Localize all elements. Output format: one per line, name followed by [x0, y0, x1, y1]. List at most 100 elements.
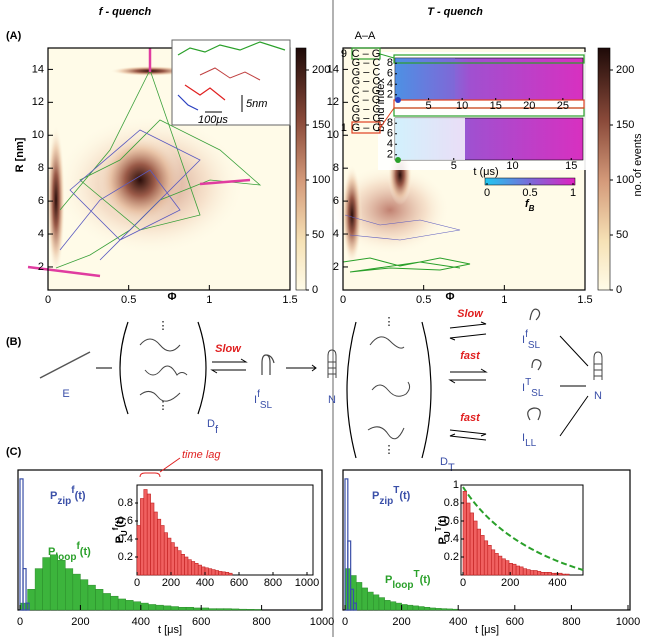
histogram-bar — [558, 572, 563, 576]
density-region — [342, 165, 362, 265]
label-sup: T — [525, 377, 531, 388]
histogram-bar — [476, 528, 482, 576]
histogram-bar — [150, 502, 155, 576]
x-tick-label: 400 — [548, 577, 566, 589]
extended-chain — [39, 351, 91, 379]
histogram-bar — [177, 550, 182, 576]
histogram-bar — [373, 594, 380, 611]
histogram-bar — [401, 604, 408, 611]
histogram-bar — [214, 570, 219, 576]
y-tick-label: 0.4 — [118, 533, 133, 545]
histogram-bar — [133, 601, 142, 611]
histogram-bar — [180, 553, 185, 576]
y-tick-label: 4 — [333, 228, 339, 240]
axis-label: bond index — [375, 78, 387, 132]
histogram-bar — [519, 566, 524, 576]
histogram-bar — [140, 602, 149, 611]
state-label: N — [328, 394, 336, 406]
label-main: P — [50, 490, 57, 502]
y-tick-label: 8 — [333, 162, 339, 174]
base-pair: G – C — [352, 76, 381, 88]
histogram-bar — [423, 606, 431, 611]
bracket — [346, 321, 432, 459]
histogram-bar — [153, 511, 158, 576]
arrow — [559, 335, 589, 437]
state-label: DT — [440, 456, 455, 474]
label-sub: f — [215, 424, 219, 436]
histogram-bar — [487, 544, 492, 576]
label-main: P — [114, 536, 126, 543]
x-tick-label: 0 — [17, 616, 23, 628]
y-tick-label: 12 — [32, 96, 44, 108]
histogram-bar — [211, 569, 216, 576]
y-tick-label: 0.8 — [118, 497, 133, 509]
histogram-bar — [498, 555, 503, 576]
x-tick-label: 200 — [501, 577, 519, 589]
histogram-bar — [361, 587, 368, 611]
histogram-bar — [544, 571, 549, 576]
histogram-bar — [395, 602, 402, 611]
hairpin-icon — [527, 308, 542, 421]
histogram-bar — [505, 560, 510, 576]
colorbar — [597, 47, 611, 291]
histogram-bar — [378, 597, 385, 611]
y-tick-label: 0 — [312, 284, 318, 296]
histogram-bar — [208, 608, 217, 611]
plot-frame — [47, 47, 291, 291]
histogram-bar — [440, 608, 448, 611]
histogram-bar — [163, 605, 172, 611]
histogram-bar — [208, 568, 213, 576]
y-tick-label: 150 — [312, 119, 330, 131]
label-sup: f — [111, 527, 120, 530]
histogram-bar — [197, 564, 202, 576]
histogram-bar — [102, 593, 111, 611]
hairpin-icon — [593, 351, 603, 380]
histogram-bar — [466, 502, 471, 576]
histogram-bar — [155, 604, 164, 611]
histogram-bar — [185, 606, 194, 611]
y-tick-label: 100 — [312, 174, 330, 186]
x-tick-label: 0 — [340, 294, 346, 306]
x-tick-label: 20 — [523, 100, 535, 112]
y-tick-label: 8 — [38, 162, 44, 174]
hairpin: A–A 9 1 — [341, 30, 395, 134]
histogram-bar — [221, 571, 226, 576]
state-label: Df — [207, 418, 219, 436]
x-tick-label: 0 — [45, 294, 51, 306]
ellipsis: ⋮ — [384, 444, 395, 456]
x-tick-label: 1 — [501, 294, 507, 306]
histogram-bar — [384, 600, 391, 611]
base-pair: C – G — [352, 85, 381, 97]
axis-label: Φ — [445, 291, 454, 303]
histogram-bar — [480, 535, 485, 576]
histogram-bar — [95, 589, 104, 611]
y-tick-label: 2 — [387, 89, 393, 101]
base-pair: G – C — [352, 57, 381, 69]
x-tick-label: 200 — [71, 616, 89, 628]
label-sub: zip — [57, 496, 71, 507]
label-sub: SL — [260, 400, 273, 411]
ellipsis: ⋮ — [158, 320, 169, 332]
histogram-bar — [72, 573, 81, 611]
base-pair: G – C — [352, 122, 381, 134]
state-label: IfSL — [254, 389, 273, 411]
base-pair: C – G — [352, 94, 381, 106]
axis-label: Φ — [167, 291, 176, 303]
histogram-bar — [136, 525, 141, 576]
arrowhead — [311, 364, 317, 372]
x-tick-label: 15 — [490, 100, 502, 112]
connector — [379, 53, 395, 59]
x-tick-label: 1.5 — [577, 294, 592, 306]
y-tick-label: 8 — [387, 117, 393, 129]
equilibrium-arrow — [210, 358, 248, 374]
histogram-bar — [117, 598, 126, 611]
label-sub: loop — [55, 552, 76, 563]
x-tick-label: 800 — [562, 616, 580, 628]
histogram-bar — [200, 607, 209, 611]
colorbar-label: no. of events — [632, 133, 644, 196]
histogram-bar — [174, 546, 179, 576]
x-tick-label: 600 — [506, 616, 524, 628]
histogram-bar — [178, 606, 187, 611]
label-sup: f — [71, 485, 75, 496]
